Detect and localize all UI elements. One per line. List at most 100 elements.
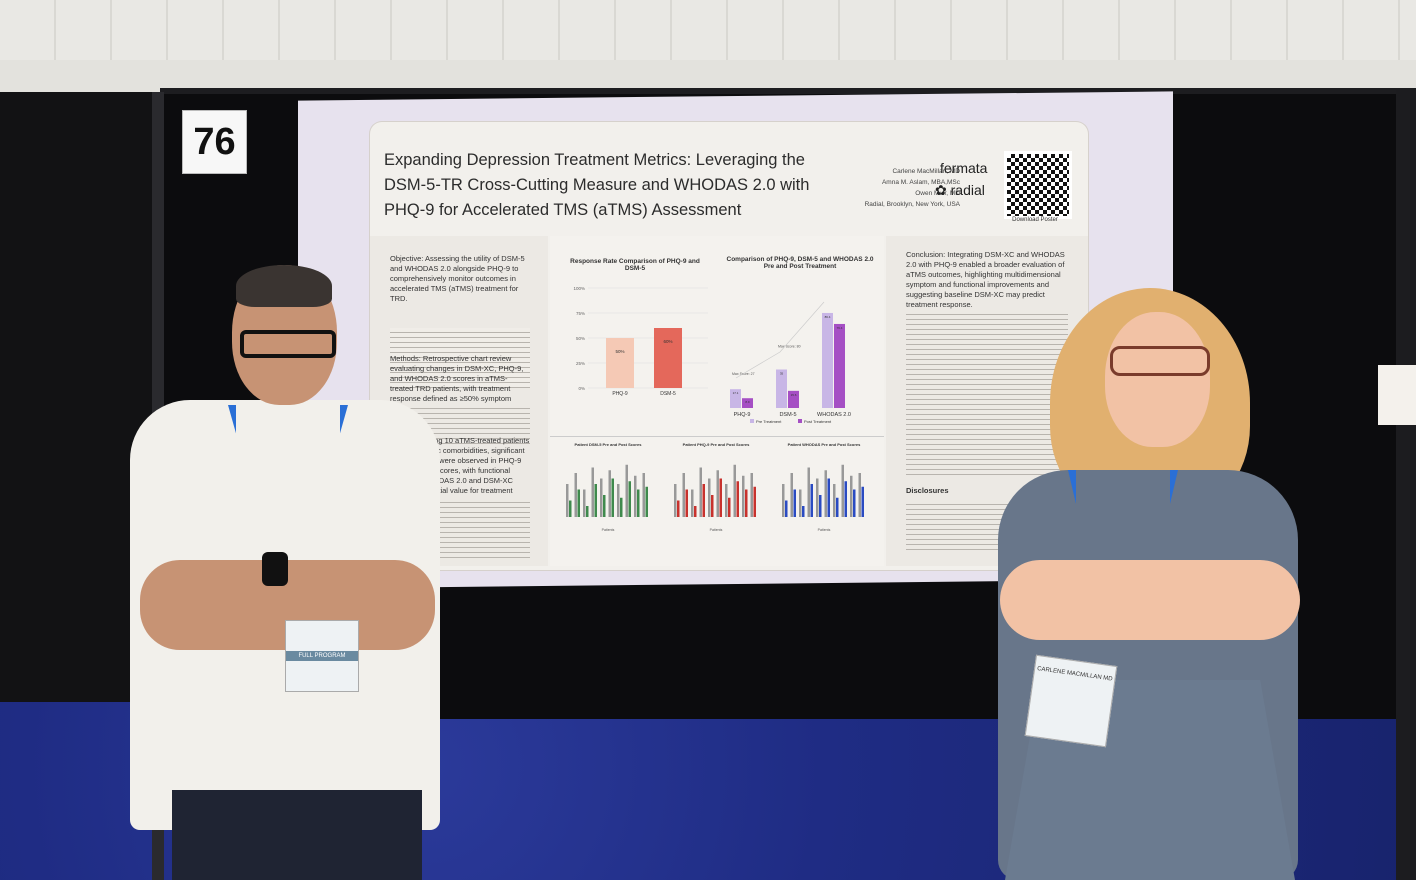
mini-chart-svg: Patients xyxy=(566,464,648,532)
chart2-max-score-line xyxy=(735,301,825,379)
mini-chart-post-bar xyxy=(719,478,722,517)
mini-chart-pre-bar xyxy=(850,475,853,517)
mini-chart-pre-bar xyxy=(799,489,802,517)
mini-chart-pre-bar xyxy=(716,470,719,517)
chart2-data-label: 86.4 xyxy=(825,315,831,319)
chart-divider xyxy=(550,436,884,437)
chart2-category-label: DSM-5 xyxy=(779,412,796,418)
mini-chart-pre-bar xyxy=(642,473,645,517)
chart2-title: Comparison of PHQ-9, DSM-5 and WHODAS 2.… xyxy=(726,256,874,270)
mini-chart-post-bar xyxy=(745,489,748,517)
mini-chart-pre-bar xyxy=(591,467,594,517)
mini-chart-post-bar xyxy=(802,506,805,517)
author-line: Owen Muir, MD xyxy=(915,190,960,197)
smartwatch xyxy=(262,552,288,586)
poster-authors: Carlene MacMillan, MD Amna M. Aslam, MBA… xyxy=(800,166,960,210)
man-pants xyxy=(172,790,422,880)
mini-chart-post-bar xyxy=(685,489,688,517)
mini-chart-pre-bar xyxy=(625,464,628,517)
mini-chart-pre-bar xyxy=(699,467,702,517)
disclosures-heading: Disclosures xyxy=(906,486,949,495)
mini-chart-pre-bar xyxy=(725,484,728,517)
chart2-data-label: 76.4 xyxy=(837,326,843,330)
author-line: Carlene MacMillan, MD xyxy=(892,168,960,175)
chart2-max-score-label: Max Score: 80 xyxy=(778,345,801,349)
mini-chart-post-bar xyxy=(594,484,597,517)
mini-chart-axis-label: Patients xyxy=(602,528,615,532)
mini-chart-pre-bar xyxy=(708,478,711,517)
qr-code-icon[interactable] xyxy=(1004,151,1072,219)
mini-chart-pre-bar xyxy=(750,473,753,517)
mini-chart: Patient DSM-5 Pre and Post Scores Patient… xyxy=(558,442,658,552)
chart1-category-label: PHQ-9 xyxy=(612,391,628,397)
chart2-category-label: PHQ-9 xyxy=(734,412,751,418)
man-badge-label: FULL PROGRAM xyxy=(286,651,358,661)
mini-chart-post-bar xyxy=(736,481,739,517)
chart1-data-label: 60% xyxy=(663,339,672,344)
objective-body-text xyxy=(390,328,530,388)
mini-chart-post-bar xyxy=(810,484,813,517)
booth-number-sign: 76 xyxy=(182,110,247,174)
woman-face xyxy=(1105,312,1210,447)
booth-right-pillar xyxy=(1396,90,1416,880)
chart1-bar xyxy=(654,328,682,388)
mini-chart-pre-bar xyxy=(733,464,736,517)
chart1-category-label: DSM-5 xyxy=(660,391,676,397)
fermata-logo: fermata xyxy=(940,160,988,176)
chart1-ytick: 75% xyxy=(576,311,585,316)
chart2-legend-label: Post Treatment xyxy=(804,419,832,424)
man-hair xyxy=(236,265,332,307)
mini-chart-pre-bar xyxy=(807,467,810,517)
mini-chart-pre-bar xyxy=(682,473,685,517)
mini-chart-pre-bar xyxy=(790,473,793,517)
mini-chart: Patient PHQ-9 Pre and Post Scores Patient… xyxy=(666,442,766,552)
mini-chart-post-bar xyxy=(827,478,830,517)
mini-chart-post-bar xyxy=(844,481,847,517)
mini-chart-post-bar xyxy=(611,478,614,517)
chart2-data-label: 35 xyxy=(780,372,784,376)
mini-chart-post-bar xyxy=(694,506,697,517)
chart2-post-bar xyxy=(788,390,799,408)
mini-chart-post-bar xyxy=(753,486,756,517)
mini-chart-post-bar xyxy=(728,497,731,517)
mini-chart-pre-bar xyxy=(833,484,836,517)
mini-chart-post-bar xyxy=(853,489,856,517)
poster-chart-column: Response Rate Comparison of PHQ-9 and DS… xyxy=(550,236,884,566)
mini-chart-post-bar xyxy=(836,497,839,517)
author-line: Radial, Brooklyn, New York, USA xyxy=(864,201,960,208)
chart1-ytick: 25% xyxy=(576,361,585,366)
mini-chart-title: Patient WHODAS Pre and Post Scores xyxy=(787,442,861,447)
chart1-ytick: 50% xyxy=(576,336,585,341)
mini-chart-post-bar xyxy=(819,495,822,517)
mini-chart-pre-bar xyxy=(608,470,611,517)
research-poster: Expanding Depression Treatment Metrics: … xyxy=(370,122,1088,570)
chart2-legend-swatch xyxy=(798,419,802,423)
mini-chart-pre-bar xyxy=(691,489,694,517)
chart2-pre-bar xyxy=(776,369,787,408)
mini-chart-pre-bar xyxy=(858,473,861,517)
chart2-data-label: 15.6 xyxy=(791,393,797,397)
man-name-badge: FULL PROGRAM xyxy=(285,620,359,692)
mini-chart-pre-bar xyxy=(816,478,819,517)
chart1-ytick: 0% xyxy=(578,386,585,391)
mini-chart-post-bar xyxy=(577,489,580,517)
taped-paper xyxy=(1378,365,1416,425)
mini-chart: Patient WHODAS Pre and Post Scores Patien… xyxy=(774,442,874,552)
chart1-bar xyxy=(606,338,634,388)
mini-chart-pre-bar xyxy=(742,475,745,517)
mini-chart-title: Patient PHQ-9 Pre and Post Scores xyxy=(682,442,750,447)
mini-chart-post-bar xyxy=(569,500,572,517)
mini-chart-post-bar xyxy=(711,495,714,517)
chart2-post-bar xyxy=(742,398,753,408)
mini-chart-axis-label: Patients xyxy=(818,528,831,532)
poster-left-column: Objective: Assessing the utility of DSM-… xyxy=(370,236,548,566)
woman-badge-label: CARLENE MACMILLAN MD xyxy=(1036,666,1113,683)
chart1-title: Response Rate Comparison of PHQ-9 and DS… xyxy=(570,258,700,272)
mini-chart-post-bar xyxy=(861,486,864,517)
qr-caption: Download Poster xyxy=(1012,217,1058,223)
mini-chart-pre-bar xyxy=(634,475,637,517)
chart1-data-label: 50% xyxy=(615,349,624,354)
mini-chart-pre-bar xyxy=(824,470,827,517)
mini-chart-svg: Patients xyxy=(782,464,864,532)
